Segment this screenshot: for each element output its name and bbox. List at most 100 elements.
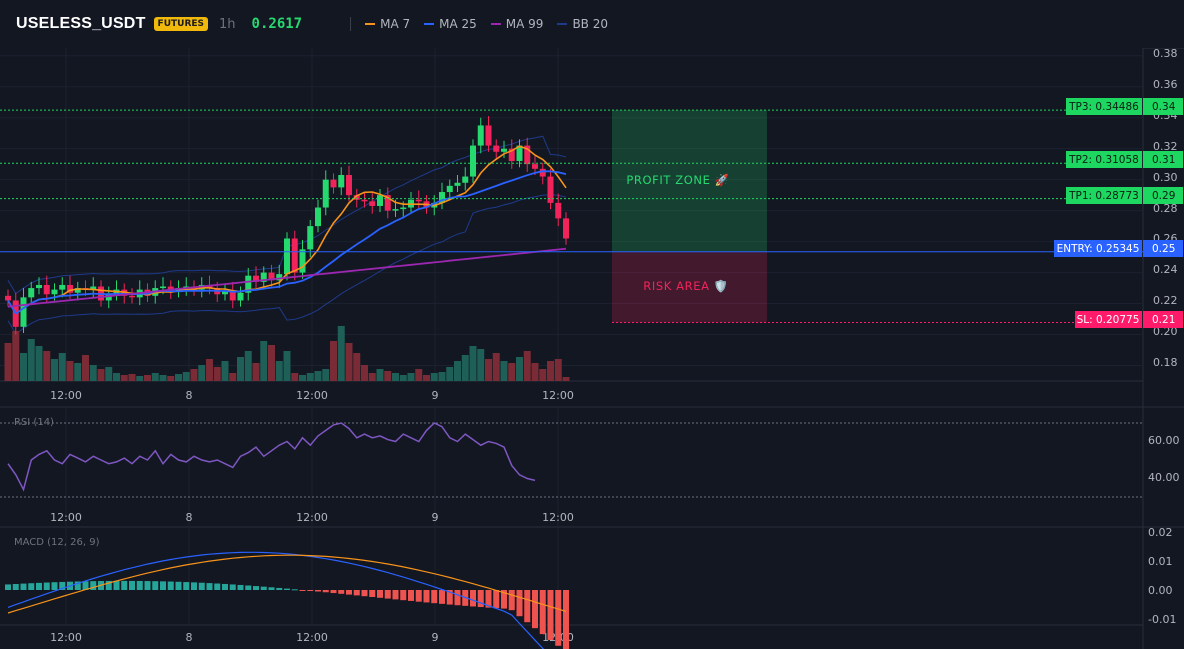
risk-area-label: RISK AREA 🛡️ [643, 279, 728, 293]
time-axis-price[interactable]: 12:00 8 12:00 9 12:00 [50, 389, 574, 402]
time-tick: 9 [432, 389, 439, 402]
macd-hist-bar [384, 590, 391, 599]
symbol-title[interactable]: USELESS_USDT [16, 15, 146, 32]
volume-bar [275, 361, 283, 381]
y-tick: 0.32 [1153, 140, 1178, 153]
volume-bar [461, 355, 469, 381]
volume-bar [415, 369, 423, 381]
volume-bar [167, 376, 175, 381]
macd-hist-bar [291, 589, 298, 591]
macd-hist-bar [508, 590, 515, 611]
macd-hist-bar [539, 590, 546, 635]
candle-body [400, 207, 407, 210]
level-labels[interactable]: TP3: 0.34486 0.34 TP2: 0.31058 0.31 TP1:… [1054, 98, 1183, 328]
volume-bar [58, 353, 66, 381]
time-tick: 9 [432, 631, 439, 644]
macd-hist-bar [183, 582, 190, 590]
rsi-panel[interactable]: RSI (14) 60.00 40.00 [0, 417, 1180, 498]
volume-bar [268, 345, 275, 381]
price-panel[interactable] [0, 48, 1143, 381]
macd-hist-bar [253, 586, 259, 590]
macd-hist-bar [307, 590, 314, 591]
candle-body [129, 295, 135, 298]
macd-hist-bar [229, 584, 236, 590]
volume-bar [291, 373, 299, 381]
candle-body [446, 185, 453, 193]
volume-bar [523, 351, 531, 381]
volume-bar [113, 373, 120, 381]
candle-body [330, 179, 337, 188]
macd-tick: 0.01 [1148, 555, 1173, 568]
legend-ma25[interactable]: MA 25 [424, 17, 477, 31]
tp3-label[interactable]: TP3: 0.34486 [1068, 101, 1139, 113]
timeframe-label[interactable]: 1h [219, 16, 236, 32]
macd-title: MACD (12, 26, 9) [14, 537, 100, 548]
sl-label[interactable]: SL: 0.20775 [1077, 314, 1140, 326]
tp2-label[interactable]: TP2: 0.31058 [1068, 154, 1139, 166]
macd-tick: 0.00 [1148, 584, 1173, 597]
macd-panel[interactable]: MACD (12, 26, 9) 0.02 0.01 0.00 -0.01 [5, 526, 1176, 649]
volume-bar [547, 361, 554, 381]
moving-averages [7, 145, 567, 315]
entry-label[interactable]: ENTRY: 0.25345 [1057, 243, 1140, 255]
legend-ma99-label: MA 99 [505, 17, 544, 31]
macd-hist-bar [547, 590, 554, 640]
macd-hist-bar [136, 580, 143, 590]
candle-body [291, 238, 298, 273]
volume-bar [531, 363, 539, 381]
time-tick: 12:00 [50, 389, 82, 402]
level-lines [0, 109, 1143, 324]
entry-axis-value: 0.25 [1152, 243, 1175, 255]
time-axis-rsi[interactable]: 12:00 8 12:00 9 12:00 [50, 511, 574, 524]
volume-bar [43, 351, 51, 381]
candle-body [508, 148, 515, 162]
volume-bar [361, 365, 368, 381]
candle-body [20, 297, 27, 327]
volume-bar [51, 359, 58, 381]
candle-body [322, 179, 329, 208]
legend-ma7[interactable]: MA 7 [365, 17, 410, 31]
volume-bar [12, 331, 20, 381]
legend-bb20-label: BB 20 [572, 17, 608, 31]
volume-bar [198, 365, 206, 381]
macd-hist-bar [152, 581, 159, 590]
macd-hist-bar [346, 590, 352, 595]
volume-bar [384, 371, 392, 381]
candle-body [253, 275, 259, 282]
candle-body [51, 289, 58, 295]
macd-hist-bar [5, 584, 11, 590]
macd-hist-bar [222, 583, 228, 590]
volume-bar [252, 363, 260, 381]
y-tick: 0.20 [1153, 325, 1178, 338]
legend-bb20[interactable]: BB 20 [557, 17, 608, 31]
macd-hist-bar [353, 590, 360, 596]
candle-body [74, 288, 81, 293]
candle-body [532, 164, 538, 169]
tp1-label[interactable]: TP1: 0.28773 [1068, 190, 1139, 202]
time-tick: 12:00 [50, 511, 82, 524]
legend-ma99[interactable]: MA 99 [490, 17, 544, 31]
candle-body [28, 288, 35, 298]
time-axis-macd[interactable]: 12:00 8 12:00 9 12:00 [50, 631, 574, 644]
macd-hist-bar [12, 584, 19, 590]
y-tick: 0.28 [1153, 202, 1178, 215]
volume-bar [554, 359, 562, 381]
macd-hist-bar [563, 590, 569, 649]
macd-hist-bar [454, 590, 461, 606]
trade-zones [612, 110, 767, 323]
rsi-line [7, 422, 536, 492]
price-axis[interactable]: 0.38 0.36 0.34 0.32 0.30 0.28 0.26 0.24 … [1153, 47, 1178, 369]
volume-bar [322, 369, 330, 381]
candle-body [268, 272, 275, 281]
header-divider [350, 17, 352, 31]
time-tick: 8 [186, 511, 193, 524]
volume-bar [430, 373, 438, 381]
entry-label-bg [1054, 240, 1142, 257]
candle-body [67, 284, 73, 293]
macd-hist-bar [315, 590, 321, 592]
candle-body [524, 145, 531, 165]
volume-bar [485, 359, 492, 381]
candle-body [229, 291, 236, 301]
volume-bar [376, 369, 384, 381]
